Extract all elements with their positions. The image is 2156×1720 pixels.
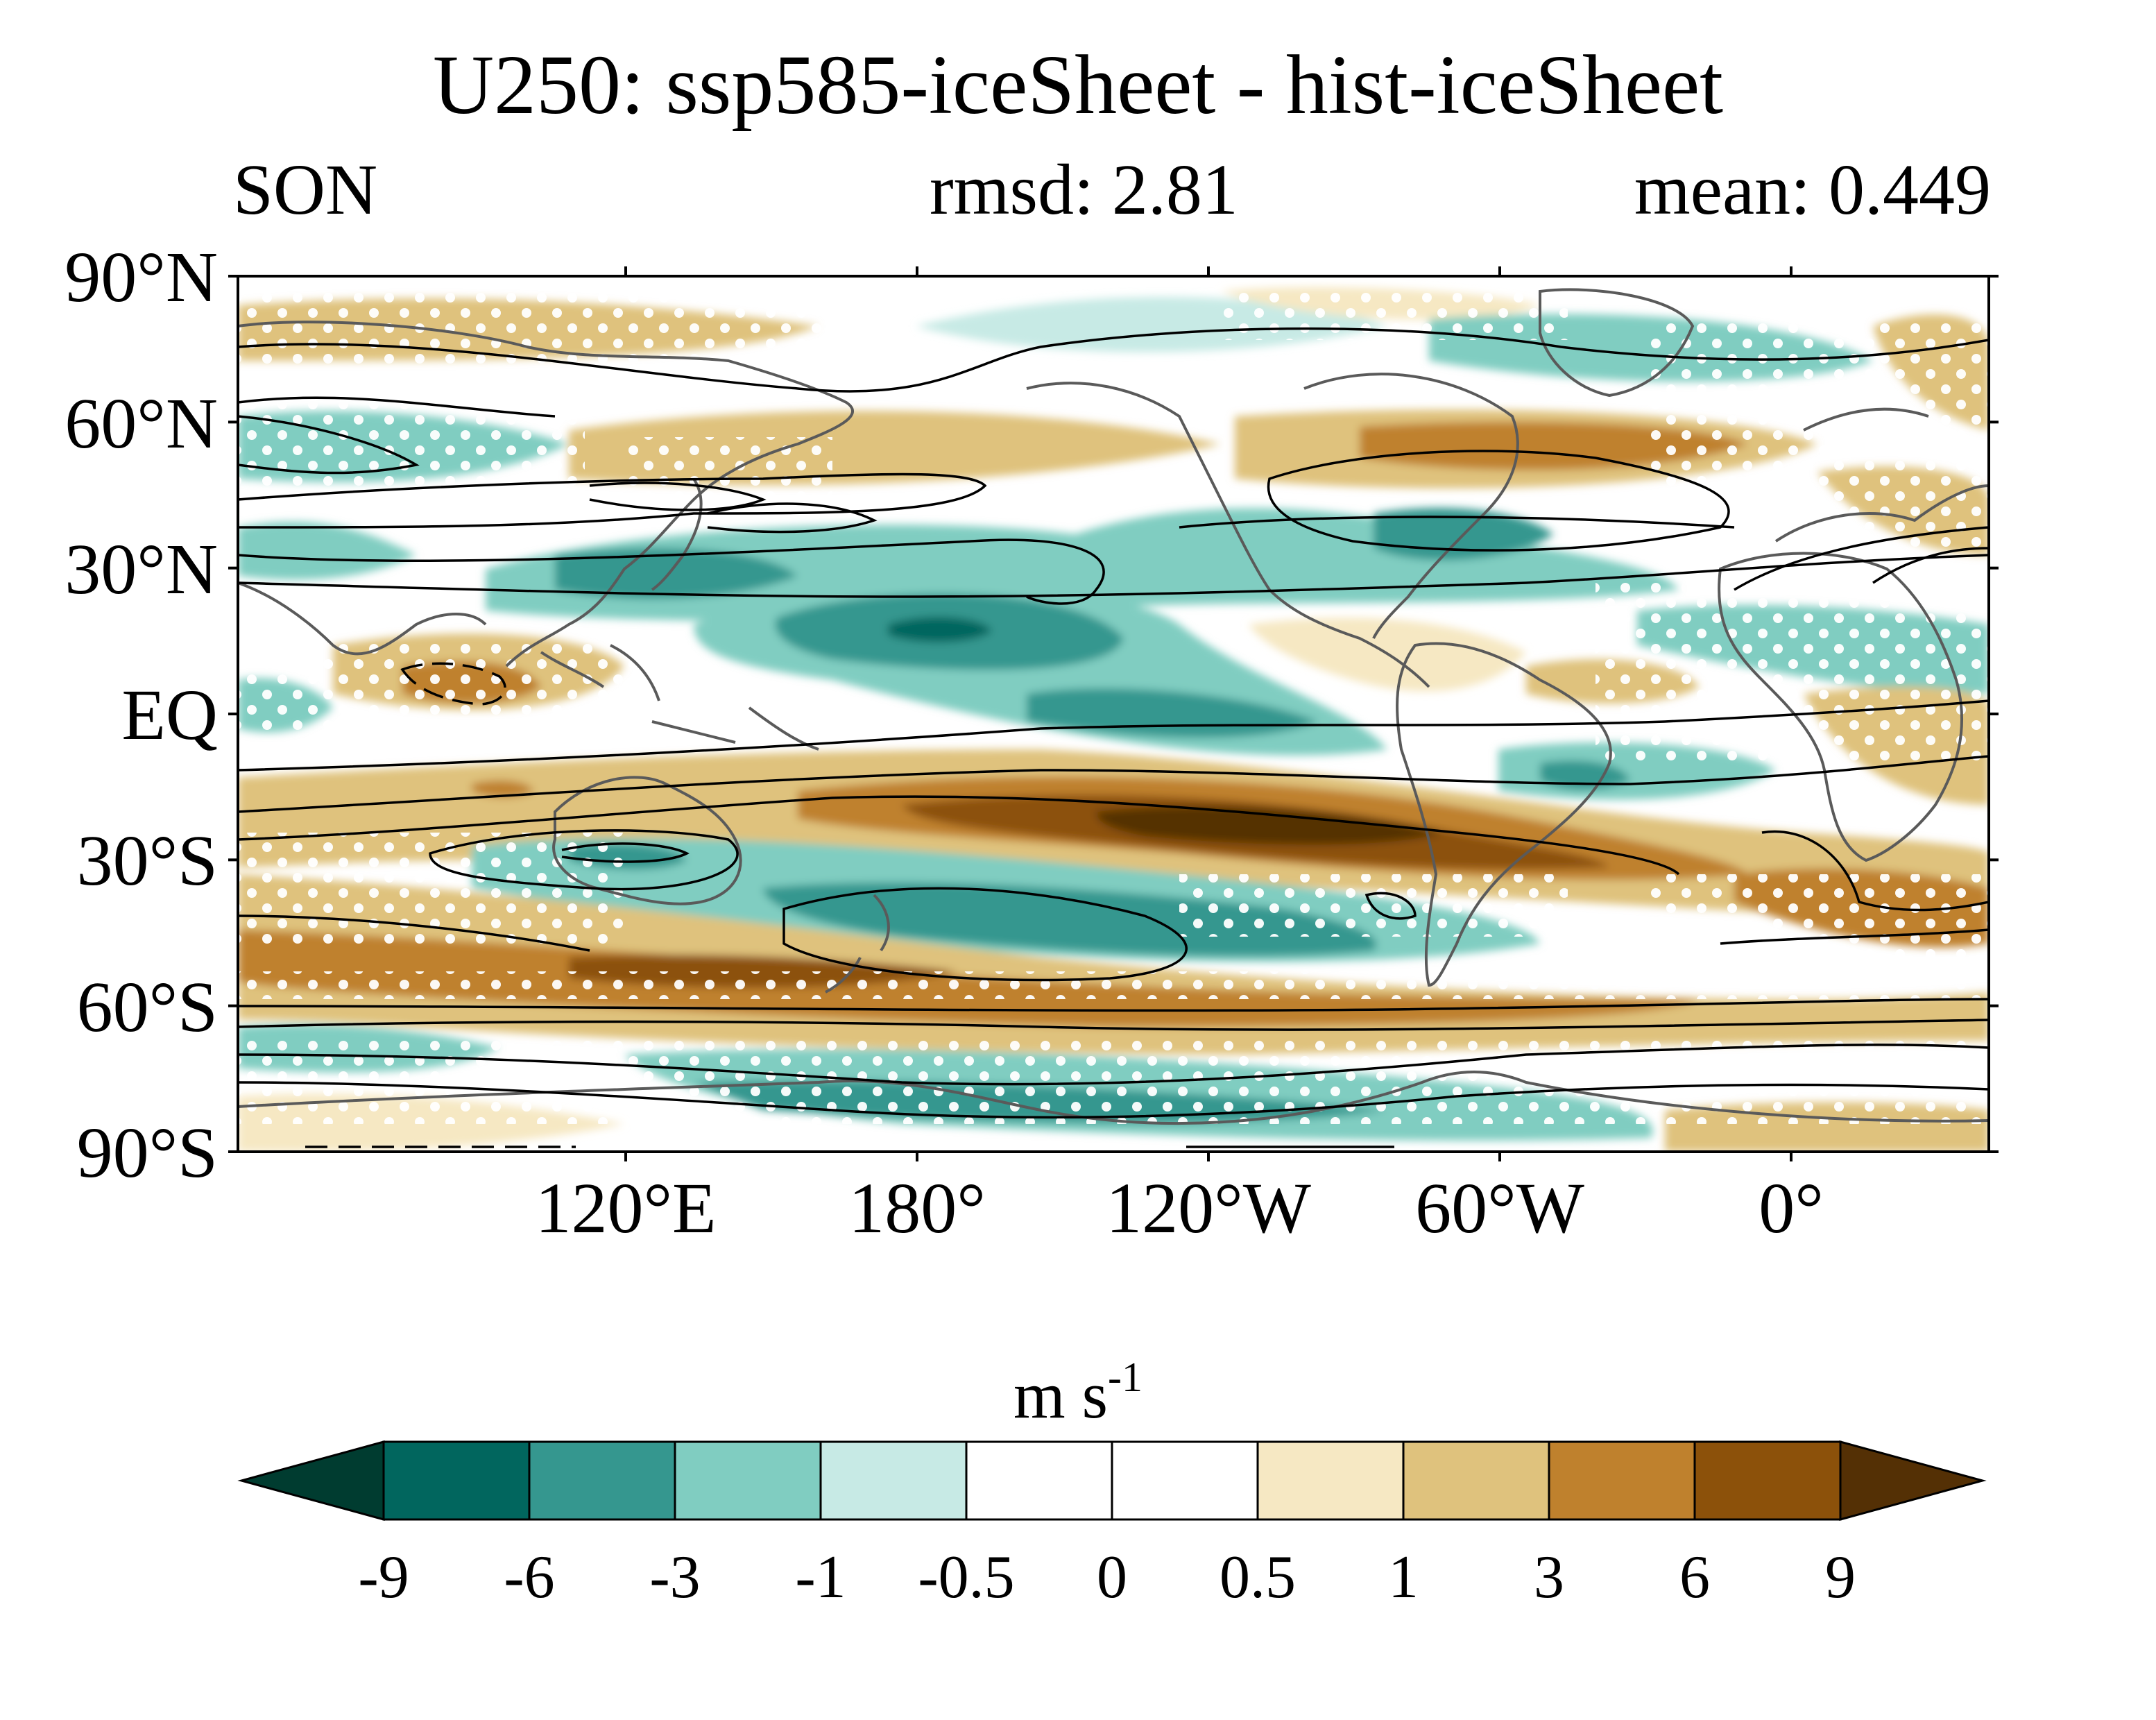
colorbar-swatch <box>1548 1440 1696 1521</box>
colorbar-label: 0.5 <box>1220 1544 1296 1611</box>
colorbar-swatch <box>1402 1440 1550 1521</box>
colorbar-swatch <box>819 1440 968 1521</box>
lon-label-120e: 120°E <box>535 1168 717 1248</box>
colorbar-label: 1 <box>1388 1544 1419 1611</box>
colorbar-label: 0 <box>1097 1544 1127 1611</box>
lon-label-180: 180° <box>848 1168 986 1248</box>
lat-label-60n: 60°N <box>65 384 218 463</box>
lat-label-30s: 30°S <box>76 821 218 901</box>
season-label: SON <box>233 150 378 230</box>
colorbar-extend-high <box>1839 1440 1987 1521</box>
lat-label-eq: EQ <box>121 675 218 755</box>
colorbar <box>237 1440 1987 1521</box>
colorbar-label: -0.5 <box>918 1544 1015 1611</box>
climatology-contours <box>238 327 1989 1148</box>
units-base: m s <box>1013 1358 1109 1432</box>
lon-label-60w: 60°W <box>1415 1168 1584 1248</box>
lat-label-30n: 30°N <box>65 529 218 609</box>
colorbar-swatch <box>1693 1440 1842 1521</box>
coastlines <box>238 288 1989 1125</box>
colorbar-label: -1 <box>795 1544 846 1611</box>
lon-label-0: 0° <box>1759 1168 1824 1248</box>
colorbar-swatch <box>528 1440 676 1521</box>
colorbar-swatch <box>1256 1440 1405 1521</box>
mean-label: mean: 0.449 <box>1634 150 1991 230</box>
lat-label-90n: 90°N <box>65 237 218 317</box>
colorbar-label: 3 <box>1534 1544 1564 1611</box>
axis-ticks <box>228 266 1999 1161</box>
colorbar-extend-low <box>237 1440 385 1521</box>
colorbar-label: 9 <box>1825 1544 1856 1611</box>
rmsd-label: rmsd: 2.81 <box>930 150 1238 230</box>
map-panel <box>238 276 1989 1152</box>
colorbar-label: -6 <box>504 1544 555 1611</box>
colorbar-label: 6 <box>1679 1544 1710 1611</box>
colorbar-swatch <box>674 1440 822 1521</box>
colorbar-swatch <box>382 1440 531 1521</box>
colorbar-swatch <box>965 1440 1113 1521</box>
units-exponent: -1 <box>1108 1354 1143 1400</box>
lat-label-90s: 90°S <box>76 1113 218 1193</box>
colorbar-label: -9 <box>358 1544 409 1611</box>
colorbar-units: m s-1 <box>0 1356 2156 1429</box>
lat-label-60s: 60°S <box>76 967 218 1047</box>
colorbar-label: -3 <box>649 1544 701 1611</box>
lon-label-120w: 120°W <box>1106 1168 1311 1248</box>
colorbar-swatch <box>1111 1440 1259 1521</box>
plot-title: U250: ssp585-iceSheet - hist-iceSheet <box>432 38 1724 132</box>
